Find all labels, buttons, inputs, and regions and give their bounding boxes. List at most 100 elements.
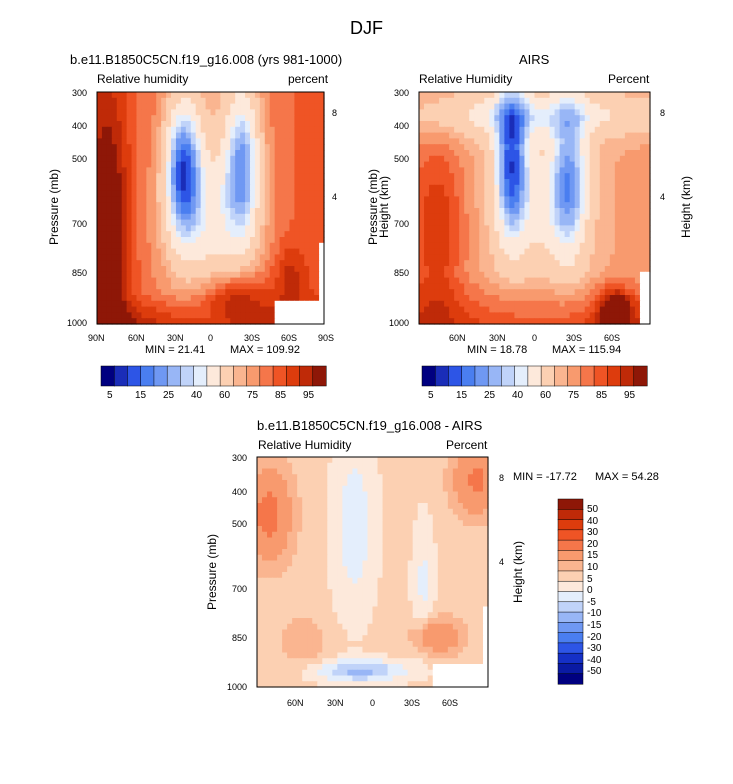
panel2-cell bbox=[449, 132, 455, 139]
panel1-cell bbox=[249, 92, 256, 99]
panel1-ytick-850: 850 bbox=[72, 268, 88, 278]
panel2-cell bbox=[624, 277, 631, 284]
panel1-cell bbox=[106, 109, 113, 116]
panel1-cell bbox=[284, 132, 291, 139]
panel2-cell bbox=[504, 179, 510, 186]
panel2-cell bbox=[629, 132, 636, 139]
panel1-cell bbox=[304, 266, 310, 273]
panel1-cell bbox=[279, 260, 286, 267]
panel2-cell bbox=[639, 219, 646, 226]
panel3-cell bbox=[287, 526, 293, 533]
panel3-cell bbox=[397, 595, 404, 602]
panel1-cell bbox=[131, 115, 138, 122]
panel3-cell bbox=[277, 560, 283, 567]
panel1-cell bbox=[195, 225, 202, 232]
panel1-cell bbox=[106, 150, 113, 157]
panel2-cell bbox=[519, 300, 526, 308]
panel2-cell bbox=[449, 179, 455, 186]
panel2-cell bbox=[504, 150, 510, 157]
panel1-cell bbox=[146, 126, 152, 134]
panel3-cell bbox=[397, 462, 404, 470]
panel3-cell bbox=[442, 543, 449, 550]
panel1-cell bbox=[156, 97, 162, 105]
panel3-cell bbox=[412, 491, 419, 498]
panel1-cell bbox=[116, 202, 123, 209]
panel3-cell bbox=[282, 600, 288, 608]
panel2-cell bbox=[504, 260, 510, 267]
panel3-cell bbox=[257, 554, 263, 562]
panel2-cell bbox=[504, 103, 510, 110]
panel2-cell bbox=[559, 144, 566, 151]
panel2-cell bbox=[479, 219, 485, 226]
panel3-cell bbox=[297, 474, 303, 481]
panel1-cell bbox=[126, 155, 133, 163]
panel3-cell bbox=[442, 549, 449, 556]
panel3-cell bbox=[432, 491, 439, 498]
panel2-cell bbox=[579, 196, 586, 203]
panel1-cell bbox=[304, 219, 310, 226]
panel1-cell bbox=[161, 138, 167, 145]
panel1-cell bbox=[180, 184, 187, 192]
panel1-cell bbox=[299, 213, 305, 221]
panel2-cell bbox=[469, 92, 475, 99]
panel3-cell bbox=[432, 480, 439, 487]
panel1-cell bbox=[269, 300, 276, 308]
panel2-cell bbox=[599, 121, 606, 128]
panel1-cell bbox=[289, 173, 295, 180]
panel1-cell bbox=[180, 266, 187, 273]
panel1-cell bbox=[225, 184, 231, 192]
panel2-cell bbox=[554, 289, 561, 296]
panel3-cell bbox=[337, 595, 343, 602]
panel3-cell bbox=[352, 497, 359, 504]
panel1-cell bbox=[116, 266, 123, 273]
panel3-cell bbox=[322, 554, 328, 562]
panel2-cell bbox=[609, 144, 616, 151]
panel3-cell bbox=[452, 497, 459, 504]
panel1-cell bbox=[289, 306, 295, 313]
panel3-cell bbox=[417, 531, 424, 539]
panel3-cell bbox=[317, 520, 323, 527]
panel1-cell bbox=[111, 312, 118, 319]
panel1-cell bbox=[249, 155, 256, 163]
panel2-cell bbox=[639, 312, 646, 319]
panel2-cell bbox=[564, 295, 571, 302]
panel3-cell bbox=[307, 583, 313, 590]
panel3-cell bbox=[402, 537, 409, 544]
panel3-cell bbox=[477, 595, 484, 602]
panel1-cell bbox=[116, 300, 123, 308]
panel1-cell bbox=[314, 121, 320, 128]
panel1-cell bbox=[230, 295, 236, 302]
panel2-cell bbox=[579, 138, 586, 145]
panel1-cell bbox=[126, 126, 133, 134]
panel1-cell bbox=[259, 306, 266, 313]
panel3-cell bbox=[322, 457, 328, 464]
panel1-cell bbox=[314, 190, 320, 197]
panel1-cell bbox=[299, 97, 305, 105]
panel1-cell bbox=[240, 144, 246, 151]
panel1-cell bbox=[116, 225, 123, 232]
panel2-cell bbox=[614, 196, 621, 203]
panel1-cell bbox=[175, 231, 182, 238]
panel2-cell bbox=[429, 266, 435, 273]
panel2-cell bbox=[574, 126, 581, 134]
panel1-cell bbox=[245, 150, 251, 157]
panel1-cell bbox=[185, 161, 192, 168]
panel1-cell bbox=[175, 213, 182, 221]
panel3-cell bbox=[372, 526, 379, 533]
panel1-cell bbox=[111, 196, 118, 203]
panel1-cell bbox=[299, 208, 305, 215]
panel1-cell bbox=[254, 306, 261, 313]
panel2-cell bbox=[434, 103, 440, 110]
panel2-cell bbox=[599, 219, 606, 226]
panel3-cell bbox=[387, 537, 394, 544]
panel2-cell bbox=[504, 126, 510, 134]
panel3-cell bbox=[407, 595, 414, 602]
panel2-cell bbox=[489, 161, 495, 168]
panel2-cell bbox=[449, 318, 455, 325]
panel3-cell bbox=[307, 595, 313, 602]
panel2-cell bbox=[554, 266, 561, 273]
panel2-cell bbox=[564, 300, 571, 308]
panel3-cell bbox=[442, 566, 449, 573]
panel1-cell bbox=[284, 277, 291, 284]
panel2-cell bbox=[434, 126, 440, 134]
